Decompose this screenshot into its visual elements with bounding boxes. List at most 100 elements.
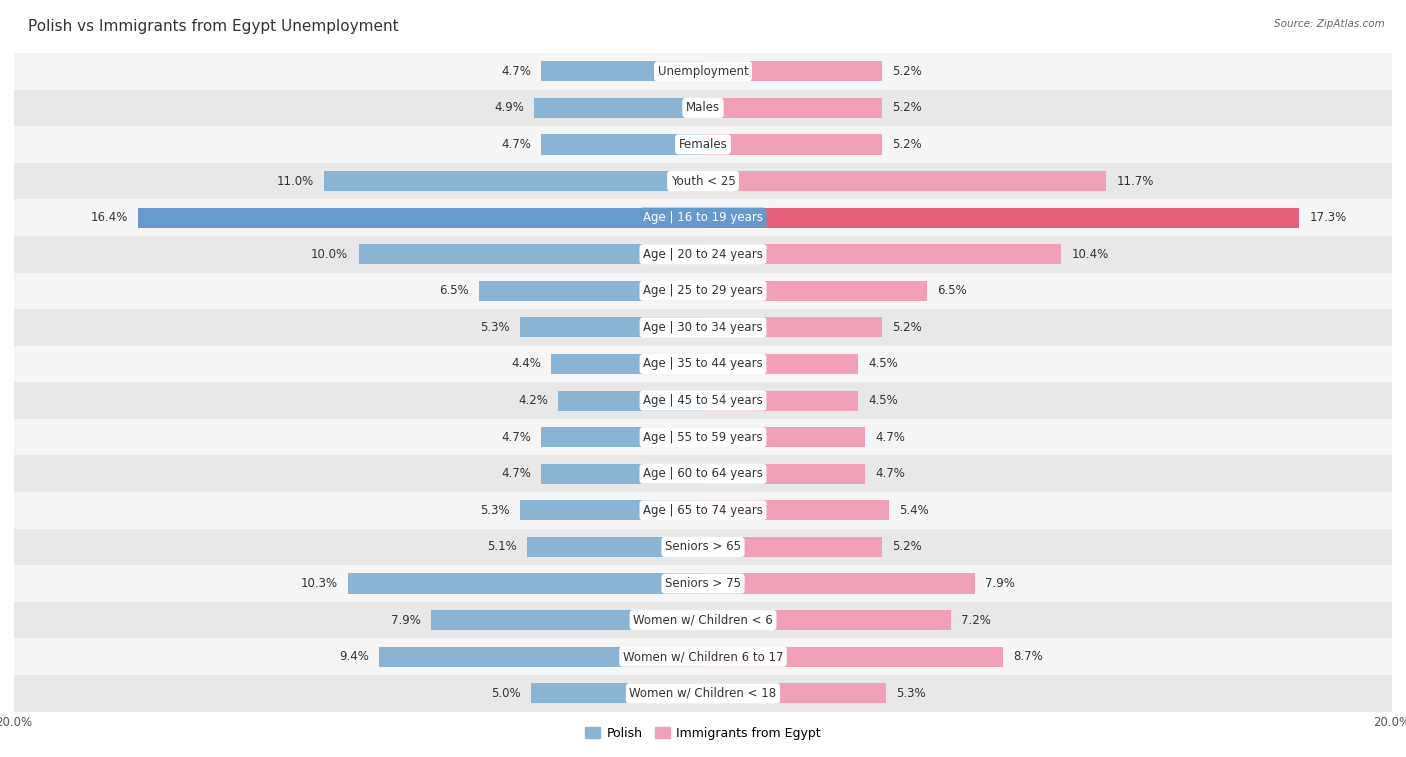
Bar bbox=[703, 610, 950, 630]
Text: 5.2%: 5.2% bbox=[893, 65, 922, 78]
Bar bbox=[703, 207, 1299, 228]
Bar bbox=[703, 281, 927, 301]
Bar bbox=[430, 610, 703, 630]
Text: 6.5%: 6.5% bbox=[439, 285, 468, 298]
Bar bbox=[138, 207, 703, 228]
Text: 16.4%: 16.4% bbox=[90, 211, 128, 224]
Bar bbox=[703, 354, 858, 374]
Text: 5.4%: 5.4% bbox=[900, 504, 929, 517]
Text: Age | 20 to 24 years: Age | 20 to 24 years bbox=[643, 248, 763, 260]
Text: 4.9%: 4.9% bbox=[494, 101, 524, 114]
Bar bbox=[527, 537, 703, 557]
Text: 17.3%: 17.3% bbox=[1309, 211, 1347, 224]
Bar bbox=[14, 89, 1392, 126]
Bar bbox=[703, 646, 1002, 667]
Bar bbox=[323, 171, 703, 191]
Bar bbox=[14, 236, 1392, 273]
Text: 4.7%: 4.7% bbox=[501, 431, 531, 444]
Text: Polish vs Immigrants from Egypt Unemployment: Polish vs Immigrants from Egypt Unemploy… bbox=[28, 19, 399, 34]
Text: Youth < 25: Youth < 25 bbox=[671, 175, 735, 188]
Bar bbox=[14, 309, 1392, 346]
Text: Women w/ Children < 18: Women w/ Children < 18 bbox=[630, 687, 776, 699]
Bar bbox=[14, 602, 1392, 638]
Bar bbox=[14, 126, 1392, 163]
Text: Source: ZipAtlas.com: Source: ZipAtlas.com bbox=[1274, 19, 1385, 29]
Bar bbox=[541, 135, 703, 154]
Bar bbox=[703, 171, 1107, 191]
Text: 5.3%: 5.3% bbox=[481, 321, 510, 334]
Bar bbox=[703, 135, 882, 154]
Bar bbox=[703, 500, 889, 520]
Bar bbox=[349, 574, 703, 593]
Bar bbox=[703, 537, 882, 557]
Bar bbox=[703, 464, 865, 484]
Bar bbox=[14, 53, 1392, 89]
Bar bbox=[703, 391, 858, 410]
Text: 10.0%: 10.0% bbox=[311, 248, 349, 260]
Bar bbox=[703, 317, 882, 338]
Text: Age | 60 to 64 years: Age | 60 to 64 years bbox=[643, 467, 763, 480]
Bar bbox=[703, 61, 882, 81]
Bar bbox=[551, 354, 703, 374]
Bar bbox=[14, 456, 1392, 492]
Bar bbox=[703, 427, 865, 447]
Bar bbox=[541, 61, 703, 81]
Bar bbox=[14, 638, 1392, 675]
Text: 4.2%: 4.2% bbox=[519, 394, 548, 407]
Text: 4.7%: 4.7% bbox=[501, 65, 531, 78]
Bar bbox=[520, 317, 703, 338]
Bar bbox=[14, 565, 1392, 602]
Text: 11.7%: 11.7% bbox=[1116, 175, 1154, 188]
Bar bbox=[541, 427, 703, 447]
Text: 4.7%: 4.7% bbox=[501, 467, 531, 480]
Text: 7.2%: 7.2% bbox=[962, 614, 991, 627]
Bar bbox=[703, 684, 886, 703]
Text: Women w/ Children 6 to 17: Women w/ Children 6 to 17 bbox=[623, 650, 783, 663]
Text: 5.3%: 5.3% bbox=[896, 687, 925, 699]
Bar bbox=[14, 382, 1392, 419]
Text: 4.7%: 4.7% bbox=[501, 138, 531, 151]
Text: Seniors > 65: Seniors > 65 bbox=[665, 540, 741, 553]
Text: Age | 35 to 44 years: Age | 35 to 44 years bbox=[643, 357, 763, 370]
Legend: Polish, Immigrants from Egypt: Polish, Immigrants from Egypt bbox=[581, 722, 825, 745]
Text: Seniors > 75: Seniors > 75 bbox=[665, 577, 741, 590]
Text: 5.2%: 5.2% bbox=[893, 321, 922, 334]
Text: 5.3%: 5.3% bbox=[481, 504, 510, 517]
Text: 4.7%: 4.7% bbox=[875, 467, 905, 480]
Text: 9.4%: 9.4% bbox=[339, 650, 368, 663]
Text: 7.9%: 7.9% bbox=[391, 614, 420, 627]
Text: 5.2%: 5.2% bbox=[893, 101, 922, 114]
Text: 4.4%: 4.4% bbox=[512, 357, 541, 370]
Bar bbox=[14, 419, 1392, 456]
Text: 5.2%: 5.2% bbox=[893, 540, 922, 553]
Bar bbox=[14, 199, 1392, 236]
Bar bbox=[520, 500, 703, 520]
Text: Age | 65 to 74 years: Age | 65 to 74 years bbox=[643, 504, 763, 517]
Bar bbox=[359, 245, 703, 264]
Text: Women w/ Children < 6: Women w/ Children < 6 bbox=[633, 614, 773, 627]
Text: 10.4%: 10.4% bbox=[1071, 248, 1109, 260]
Bar bbox=[14, 273, 1392, 309]
Text: 5.0%: 5.0% bbox=[491, 687, 520, 699]
Text: Age | 16 to 19 years: Age | 16 to 19 years bbox=[643, 211, 763, 224]
Bar bbox=[14, 492, 1392, 528]
Bar bbox=[14, 675, 1392, 712]
Text: 5.2%: 5.2% bbox=[893, 138, 922, 151]
Text: Age | 45 to 54 years: Age | 45 to 54 years bbox=[643, 394, 763, 407]
Text: 4.5%: 4.5% bbox=[869, 394, 898, 407]
Text: 7.9%: 7.9% bbox=[986, 577, 1015, 590]
Bar bbox=[558, 391, 703, 410]
Text: Age | 55 to 59 years: Age | 55 to 59 years bbox=[643, 431, 763, 444]
Bar bbox=[703, 245, 1062, 264]
Text: Males: Males bbox=[686, 101, 720, 114]
Text: 10.3%: 10.3% bbox=[301, 577, 337, 590]
Text: 4.5%: 4.5% bbox=[869, 357, 898, 370]
Text: Unemployment: Unemployment bbox=[658, 65, 748, 78]
Text: 8.7%: 8.7% bbox=[1012, 650, 1043, 663]
Text: 6.5%: 6.5% bbox=[938, 285, 967, 298]
Bar bbox=[479, 281, 703, 301]
Text: 5.1%: 5.1% bbox=[488, 540, 517, 553]
Bar bbox=[14, 346, 1392, 382]
Text: 4.7%: 4.7% bbox=[875, 431, 905, 444]
Bar bbox=[534, 98, 703, 118]
